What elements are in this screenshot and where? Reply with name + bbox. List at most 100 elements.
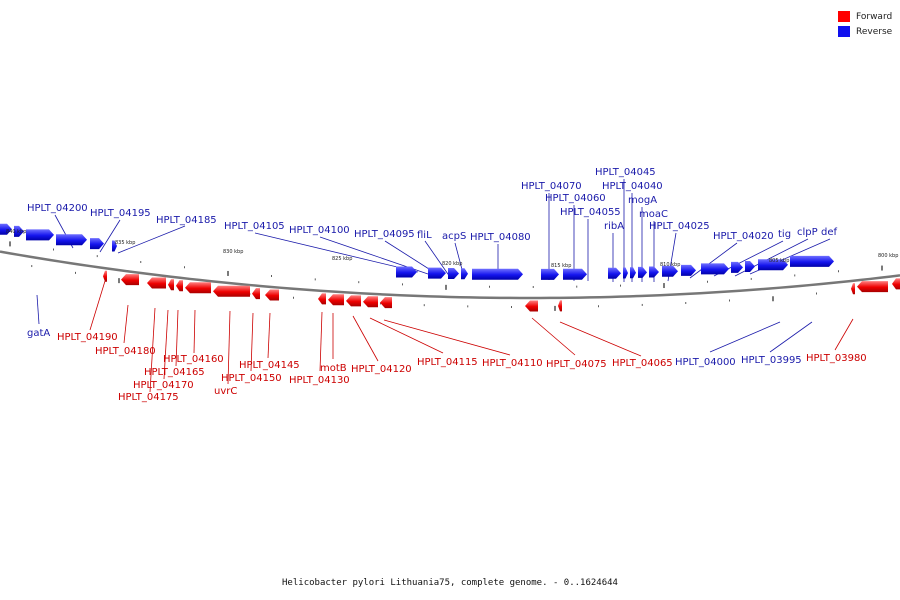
forward-gene-arrow [558, 300, 562, 312]
forward-gene-arrow [121, 274, 139, 286]
gene-label-HPLT_04180: HPLT_04180 [95, 346, 156, 357]
gene-label-line [163, 309, 169, 380]
forward-gene-arrow [346, 295, 361, 307]
gene-label-HPLT_04045: HPLT_04045 [595, 167, 656, 178]
reverse-gene-arrow [701, 263, 729, 275]
gene-label-line [319, 311, 323, 372]
legend-label-reverse: Reverse [856, 26, 893, 37]
scale-label-815: 815 kbp [551, 263, 571, 269]
gene-label-HPLT_04115: HPLT_04115 [417, 357, 478, 368]
gene-label-line [227, 310, 231, 385]
gene-label-line [123, 304, 129, 344]
scale-ticks [9, 241, 883, 311]
reverse-gene-arrow [608, 267, 621, 279]
gene-label-mogA: mogA [628, 195, 657, 206]
legend-swatch-reverse [838, 26, 850, 37]
gene-label-HPLT_04170: HPLT_04170 [133, 380, 194, 391]
gene-label-HPLT_04110: HPLT_04110 [482, 358, 543, 369]
gene-label-tig: tig [778, 229, 791, 240]
gene-label-HPLT_04105: HPLT_04105 [224, 221, 285, 232]
gene-label-HPLT_04095: HPLT_04095 [354, 229, 415, 240]
reverse-gene-arrow [758, 259, 788, 271]
gene-label-line [369, 317, 444, 354]
gene-label-uvrC: uvrC [214, 386, 237, 397]
reverse-gene-arrow [790, 255, 834, 267]
legend-item-reverse: Reverse [838, 24, 892, 39]
gene-label-line [99, 219, 121, 253]
gene-label-line [36, 294, 40, 325]
gene-label-HPLT_04100: HPLT_04100 [289, 225, 350, 236]
gene-label-line [89, 280, 106, 331]
gene-label-gatA: gatA [27, 328, 50, 339]
reverse-gene-arrow [112, 240, 117, 252]
forward-gene-arrow [213, 285, 250, 297]
gene-label-line [424, 240, 451, 278]
reverse-gene-arrow [14, 225, 24, 237]
gene-label-HPLT_04175: HPLT_04175 [118, 392, 179, 403]
forward-gene-arrow [168, 279, 174, 291]
forward-gene-arrow [525, 300, 538, 312]
scale-label-840: 840 kbp [6, 229, 26, 235]
gene-label-HPLT_03995: HPLT_03995 [741, 355, 802, 366]
scale-label-830: 830 kbp [223, 249, 243, 255]
reverse-gene-arrow [662, 265, 678, 277]
forward-gene-arrow [318, 293, 326, 305]
gene-label-line [834, 318, 854, 351]
gene-label-line [149, 307, 156, 393]
gene-arrows [0, 223, 900, 312]
gene-label-line [254, 232, 419, 273]
reverse-gene-arrow [472, 268, 523, 280]
genome-backbone [0, 250, 900, 300]
gene-label-HPLT_04130: HPLT_04130 [289, 375, 350, 386]
reverse-gene-arrow [731, 261, 743, 273]
gene-label-HPLT_04075: HPLT_04075 [546, 359, 607, 370]
reverse-gene-arrow [638, 266, 647, 278]
gene-label-line [250, 312, 254, 372]
gene-label-ribA: ribA [604, 221, 624, 232]
scale-labels: 840 kbp 835 kbp 830 kbp 825 kbp 820 kbp … [6, 229, 898, 269]
forward-gene-arrow [252, 288, 260, 300]
gene-label-line [709, 321, 781, 353]
scale-label-820: 820 kbp [442, 261, 462, 267]
gene-label-HPLT_04065: HPLT_04065 [612, 358, 673, 369]
reverse-gene-arrow [541, 268, 559, 280]
gene-label-HPLT_04160: HPLT_04160 [163, 354, 224, 365]
reverse-gene-arrow [681, 264, 696, 276]
scale-label-835: 835 kbp [115, 240, 135, 246]
reverse-gene-arrow [461, 268, 468, 280]
gene-label-HPLT_04150: HPLT_04150 [221, 373, 282, 384]
gene-label-HPLT_04060: HPLT_04060 [545, 193, 606, 204]
gene-label-HPLT_04165: HPLT_04165 [144, 367, 205, 378]
forward-gene-arrow [328, 294, 344, 306]
scale-label-825: 825 kbp [332, 256, 352, 262]
gene-label-fliL: fliL [417, 230, 432, 241]
legend: Forward Reverse [838, 9, 892, 39]
reverse-gene-arrow [396, 266, 417, 278]
forward-gene-arrow [380, 297, 392, 309]
gene-label-def: def [821, 227, 838, 238]
reverse-gene-arrow [623, 267, 628, 279]
legend-swatch-forward [838, 11, 850, 22]
gene-label-HPLT_04195: HPLT_04195 [90, 208, 151, 219]
gene-label-moaC: moaC [639, 209, 668, 220]
gene-label-line [267, 312, 271, 359]
gene-label-line [769, 321, 813, 353]
gene-label-HPLT_04070: HPLT_04070 [521, 181, 582, 192]
reverse-gene-arrow [90, 238, 104, 250]
gene-label-HPLT_04190: HPLT_04190 [57, 332, 118, 343]
gene-label-line [689, 242, 738, 279]
forward-gene-arrow [103, 270, 107, 282]
reverse-gene-arrow [649, 266, 659, 278]
gene-label-HPLT_03980: HPLT_03980 [806, 353, 867, 364]
reverse-gene-arrow [745, 261, 755, 272]
gene-label-HPLT_04055: HPLT_04055 [560, 207, 621, 218]
gene-label-line [193, 309, 196, 354]
gene-label-HPLT_04145: HPLT_04145 [239, 360, 300, 371]
gene-label-clpP: clpP [797, 227, 818, 238]
gene-label-line [352, 315, 379, 362]
gene-label-HPLT_04000: HPLT_04000 [675, 357, 736, 368]
legend-item-forward: Forward [838, 9, 892, 24]
gene-label-HPLT_04080: HPLT_04080 [470, 232, 531, 243]
gene-label-line [559, 321, 642, 357]
